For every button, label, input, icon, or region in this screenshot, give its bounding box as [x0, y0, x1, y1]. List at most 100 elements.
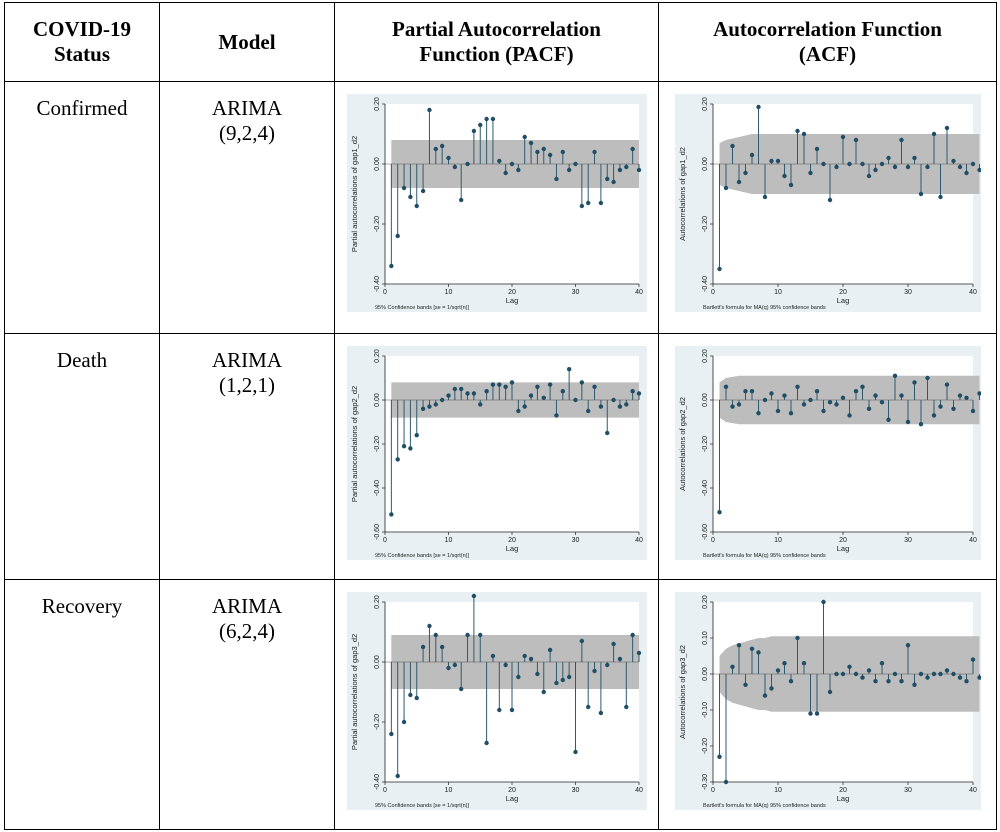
- lag-point: [918, 422, 923, 427]
- lag-point: [426, 404, 432, 409]
- lag-point: [807, 170, 813, 176]
- lag-point: [963, 395, 969, 400]
- y-tick-label: -0.20: [374, 714, 381, 730]
- lag-point: [885, 679, 891, 684]
- x-tick-label: 30: [904, 537, 912, 544]
- lag-point: [924, 164, 930, 170]
- lag-point: [528, 140, 533, 146]
- x-tick-label: 20: [839, 537, 847, 544]
- lag-point: [801, 131, 806, 137]
- lag-point: [604, 430, 609, 436]
- lag-point: [483, 116, 489, 122]
- lag-point: [794, 128, 800, 134]
- lag-point: [515, 408, 521, 414]
- x-tick-label: 30: [571, 289, 579, 296]
- header-pacf: Partial Autocorrelation Function (PACF): [334, 2, 659, 82]
- lag-point: [762, 397, 767, 403]
- status-cell: Confirmed: [4, 81, 160, 334]
- lag-point: [636, 650, 641, 656]
- lag-point: [445, 665, 451, 671]
- lag-point: [388, 512, 394, 517]
- lag-point: [560, 677, 565, 683]
- lag-point: [458, 686, 463, 692]
- lag-point: [833, 402, 839, 407]
- lag-point: [464, 391, 470, 396]
- lag-point: [931, 131, 936, 137]
- lag-point: [452, 386, 457, 392]
- lag-point: [944, 668, 949, 673]
- lag-point: [976, 675, 981, 680]
- lag-point: [898, 393, 904, 398]
- lag-point: [623, 164, 628, 170]
- lag-point: [414, 203, 419, 209]
- y-tick-label: -0.20: [374, 216, 381, 232]
- y-tick-label: 0.00: [374, 157, 381, 171]
- header-row: COVID-19 Status Model Partial Autocorrela…: [4, 2, 997, 82]
- lag-point: [970, 408, 975, 414]
- confidence-note: Bartlett's formula for MA(q) 95% confide…: [703, 305, 826, 311]
- lag-point: [471, 391, 476, 396]
- x-tick-label: 20: [508, 537, 516, 544]
- pacf-cell: -0.40 -0.20 0.00 0.20 0 10 20 30 40 Partial autoc…: [334, 81, 659, 334]
- y-tick-label: 0.00: [702, 157, 709, 171]
- x-tick-label: 0: [711, 787, 715, 794]
- lag-point: [859, 675, 865, 680]
- lag-point: [820, 161, 826, 167]
- lag-point: [452, 164, 457, 170]
- lag-point: [591, 668, 597, 674]
- lag-point: [395, 233, 400, 239]
- lag-point: [433, 402, 438, 407]
- y-tick-label: 0.20: [374, 349, 381, 363]
- header-status: COVID-19 Status: [4, 2, 160, 82]
- x-tick-label: 0: [383, 537, 387, 544]
- lag-point: [490, 653, 495, 659]
- y-tick-label: 0.20: [374, 97, 381, 111]
- x-tick-label: 20: [839, 289, 847, 296]
- lag-point: [957, 164, 962, 170]
- y-axis-label: Autocorrelations of gap2_d2: [678, 397, 687, 491]
- y-tick-label: 0.10: [702, 631, 709, 645]
- lag-point: [598, 404, 603, 409]
- lag-point: [579, 203, 584, 209]
- x-axis-label: Lag: [836, 544, 849, 553]
- pacf-cell: -0.60 -0.40 -0.20 0.00 0.20 0 10 20 30 40 Partial …: [334, 333, 659, 580]
- lag-point: [477, 632, 482, 638]
- lag-point: [401, 719, 406, 725]
- lag-point: [420, 188, 425, 194]
- lag-point: [898, 137, 904, 143]
- lag-point: [918, 671, 923, 677]
- lag-point: [879, 661, 884, 666]
- x-tick-label: 10: [774, 537, 782, 544]
- lag-point: [970, 657, 975, 662]
- lag-point: [636, 391, 641, 396]
- x-tick-label: 40: [969, 537, 977, 544]
- y-tick-label: 0.20: [702, 595, 709, 609]
- lag-point: [957, 393, 962, 398]
- lag-point: [794, 635, 800, 641]
- lag-point: [885, 417, 891, 422]
- lag-point: [723, 384, 728, 389]
- model-cell: ARIMA (1,2,1): [159, 333, 335, 580]
- lag-point: [439, 143, 444, 149]
- lag-point: [866, 173, 871, 179]
- status-cell: Recovery: [4, 579, 160, 830]
- lag-point: [918, 191, 923, 197]
- acf-chart-recovery: -0.30 -0.20 -0.10 0.00 0.10 0.20 0 10 20 30 40 Auto…: [674, 592, 981, 810]
- lag-point: [445, 155, 451, 161]
- lag-point: [426, 623, 432, 629]
- header-model: Model: [159, 2, 335, 82]
- acf-chart-confirmed: -0.40 -0.20 0.00 0.20 0 10 20 30 40 Autocorrelati…: [674, 94, 981, 312]
- x-tick-label: 10: [774, 787, 782, 794]
- lag-point: [963, 679, 969, 684]
- lag-point: [788, 182, 793, 188]
- lag-point: [585, 704, 590, 710]
- lag-point: [464, 161, 470, 167]
- lag-point: [528, 656, 533, 662]
- lag-point: [464, 632, 470, 638]
- acf-cell: -0.40 -0.20 0.00 0.20 0 10 20 30 40 Autocorrelati…: [658, 81, 997, 334]
- lag-point: [755, 650, 761, 655]
- lag-point: [924, 375, 930, 381]
- lag-point: [623, 402, 628, 407]
- y-tick-label: 0.20: [702, 97, 709, 111]
- lag-point: [579, 638, 584, 644]
